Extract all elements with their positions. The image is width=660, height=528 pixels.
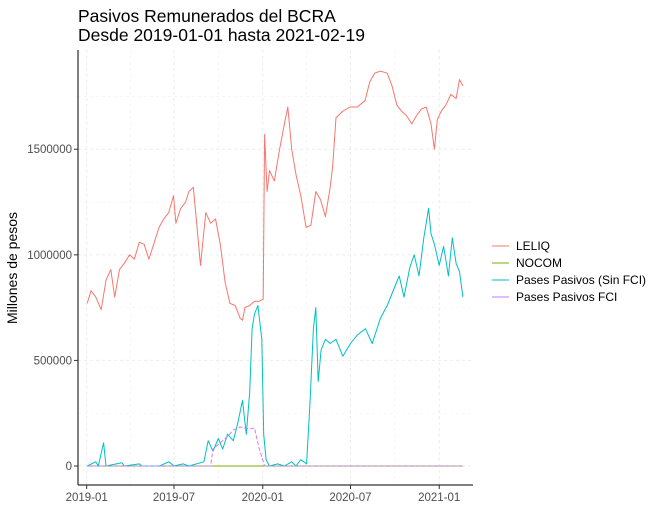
x-tick-label: 2019-07	[153, 492, 195, 504]
y-tick-label: 0	[66, 461, 72, 473]
legend-label: NOCOM	[516, 256, 562, 270]
y-ticks: 0 500000 1000000 1500000	[27, 144, 78, 473]
x-tick-label: 2021-01	[418, 492, 460, 504]
series-line-leliq	[86, 70, 464, 321]
chart-title: Pasivos Remunerados del BCRA	[78, 6, 336, 26]
legend-label: Pases Pasivos (Sin FCI)	[516, 273, 646, 287]
legend: LELIQ NOCOM Pases Pasivos (Sin FCI) Pases P…	[492, 239, 646, 304]
y-tick-label: 1000000	[27, 250, 72, 262]
x-tick-label: 2020-01	[242, 492, 284, 504]
grid	[78, 50, 473, 485]
x-tick-label: 2019-01	[66, 492, 108, 504]
series-lines	[86, 70, 464, 467]
chart-subtitle: Desde 2019-01-01 hasta 2021-02-19	[78, 25, 365, 45]
y-tick-label: 1500000	[27, 144, 72, 156]
legend-label: LELIQ	[516, 239, 550, 253]
series-line-pases-pasivos-sin-fci	[86, 207, 464, 467]
x-ticks: 2019-01 2019-07 2020-01 2020-07 2021-01	[66, 485, 460, 504]
series-line-pases-pasivos-fci	[87, 426, 463, 467]
y-tick-label: 500000	[34, 355, 72, 367]
axes	[77, 50, 473, 486]
y-axis-title: Millones de pesos	[4, 212, 20, 324]
x-tick-label: 2020-07	[329, 492, 371, 504]
legend-label: Pases Pasivos FCI	[516, 290, 617, 304]
